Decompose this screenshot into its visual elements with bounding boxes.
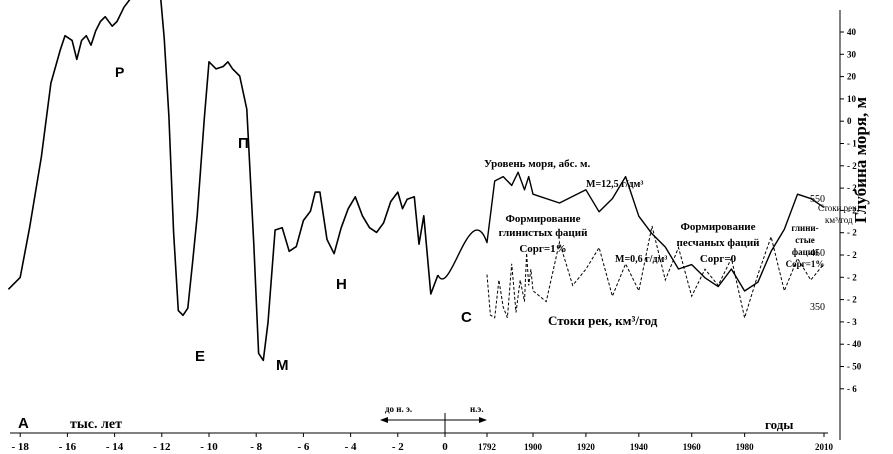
year-tick-label: 2010 [815, 442, 834, 452]
depth-tick-label: - 2 [847, 205, 857, 215]
x-tick-label: - 10 [200, 441, 218, 453]
stage-label-a: А [18, 415, 29, 432]
x-tick-label: 0 [442, 441, 448, 453]
year-tick-label: 1792 [478, 442, 497, 452]
series-line-runoff [486, 225, 825, 320]
year-tick-label: 1920 [577, 442, 596, 452]
x-axis-label-right: годы [765, 417, 793, 432]
depth-tick-label: - 3 [847, 317, 857, 327]
annotation-late-clay-1: глини- [791, 223, 818, 233]
depth-tick-label: - 1 [847, 139, 857, 149]
depth-axis-title: Глубина моря, м [851, 97, 870, 224]
era-label-ad: н.э. [470, 404, 484, 414]
x-tick-label: - 16 [59, 441, 77, 453]
depth-tick-label: 30 [847, 49, 857, 59]
era-arrowhead-right [479, 417, 487, 423]
era-arrowhead-left [380, 417, 388, 423]
x-axis-label-left: тыс. лет [70, 417, 122, 432]
stage-label-p: П [238, 135, 249, 152]
depth-tick-label: - 2 [847, 228, 857, 238]
x-tick-label: - 6 [297, 441, 309, 453]
depth-tick-label: 40 [847, 27, 857, 37]
annotation-late-clay-2: стые [795, 235, 814, 245]
annotation-runoff: Стоки рек, км³/год [548, 313, 658, 328]
depth-tick-label: 20 [847, 72, 857, 82]
year-tick-label: 1940 [630, 442, 649, 452]
flow-axis-label-line2: км³/год [825, 215, 853, 225]
annotation-sand-facies-1: Формирование [680, 221, 755, 233]
flow-tick-label: 450 [810, 248, 825, 259]
year-tick-label: 1980 [736, 442, 755, 452]
stage-label-r: Р [115, 64, 124, 80]
depth-tick-label: - 2 [847, 161, 857, 171]
annotation-clay-facies-1: Формирование [505, 213, 580, 225]
depth-tick-label: 0 [847, 116, 852, 126]
flow-tick-label: 350 [810, 302, 825, 313]
depth-tick-label: - 50 [847, 362, 862, 372]
series [7, 0, 825, 362]
x-tick-label: - 2 [392, 441, 404, 453]
depth-tick-label: - 2 [847, 295, 857, 305]
annotation-late-clay-4: Сорг=1% [786, 259, 825, 269]
year-tick-label: 1900 [524, 442, 543, 452]
stage-label-s: С [461, 309, 472, 326]
x-tick-label: - 8 [250, 441, 262, 453]
tick-labels: - 18- 16- 14- 12- 10- 8- 6- 4- 2 0 1792 190… [11, 27, 861, 453]
depth-tick-label: - 2 [847, 183, 857, 193]
year-tick-label: 1960 [683, 442, 702, 452]
stage-label-m: М [276, 357, 289, 374]
flow-tick-label: 550 [810, 194, 825, 205]
depth-tick-label: - 6 [847, 384, 857, 394]
annotation-sand-facies-2: песчаных фаций [676, 237, 760, 249]
flow-axis-label-line1: Стоки рек, [818, 203, 859, 213]
stage-label-n: Н [336, 276, 347, 293]
x-tick-label: - 14 [106, 441, 124, 453]
annotation-clay-facies-2: глинистых фаций [499, 227, 589, 239]
series-line-sea-level-recent [437, 171, 825, 292]
annotation-sea-level: Уровень моря, абс. м. [484, 158, 591, 170]
depth-tick-label: - 2 [847, 272, 857, 282]
x-tick-label: - 4 [345, 441, 357, 453]
x-tick-label: - 12 [153, 441, 171, 453]
depth-tick-label: - 2 [847, 250, 857, 260]
stage-labels: А Р Е П М Н С [18, 64, 472, 432]
annotation-sand-facies-3: Сорг=0 [700, 253, 737, 265]
annotation-late-clay-3: фации [792, 247, 818, 257]
stage-label-e: Е [195, 348, 205, 365]
annotation-m-low: M=0,6 г/дм³ [615, 254, 667, 265]
depth-tick-label: 10 [847, 94, 857, 104]
series-line-sea-level-ancient [7, 0, 439, 362]
x-tick-label: - 18 [11, 441, 29, 453]
depth-tick-label: - 40 [847, 339, 862, 349]
annotation-clay-facies-3: Сорг=1% [519, 243, 566, 255]
era-label-bc: до н. э. [385, 404, 412, 414]
annotation-m-high: M=12,5 г/дм³ [586, 179, 643, 190]
